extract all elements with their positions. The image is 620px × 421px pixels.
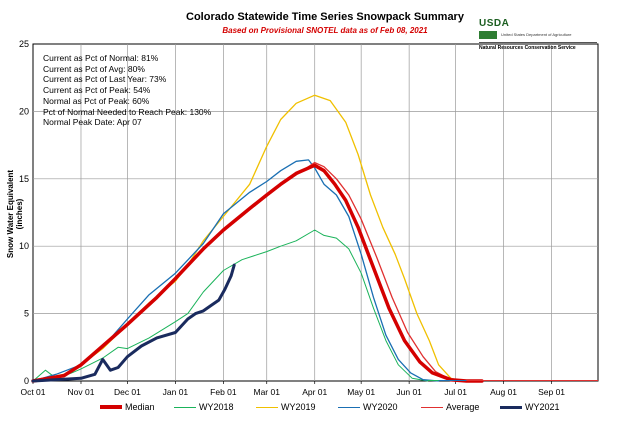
legend-label: Median bbox=[125, 402, 155, 412]
legend-item-median: Median bbox=[100, 402, 155, 412]
usda-logo-text: USDA bbox=[479, 18, 510, 29]
legend-label: WY2020 bbox=[363, 402, 398, 412]
usda-nrcs-logo: USDA United States Department of Agricul… bbox=[479, 18, 599, 58]
series-line-wy2020 bbox=[32, 159, 440, 382]
x-tick-label: Mar 01 bbox=[254, 387, 281, 397]
legend-swatch bbox=[174, 406, 196, 408]
stat-line: Current as Pct of Last Year: 73% bbox=[43, 74, 167, 85]
legend-item-wy2020: WY2020 bbox=[338, 402, 398, 412]
legend-item-average: Average bbox=[421, 402, 479, 412]
legend-item-wy2019: WY2019 bbox=[256, 402, 316, 412]
chart-subtitle: Based on Provisional SNOTEL data as of F… bbox=[222, 26, 428, 35]
stat-line: Normal Peak Date: Apr 07 bbox=[43, 117, 142, 128]
legend-item-wy2021: WY2021 bbox=[500, 402, 560, 412]
legend-swatch bbox=[100, 405, 122, 409]
nrcs-logo-text: Natural Resources Conservation Service bbox=[479, 45, 576, 51]
series-line-median bbox=[31, 163, 484, 383]
legend-label: WY2021 bbox=[525, 402, 560, 412]
x-tick-label: Sep 01 bbox=[538, 387, 565, 397]
series-line-wy2018 bbox=[32, 229, 429, 382]
y-tick-label: 10 bbox=[19, 241, 29, 251]
x-tick-label: May 01 bbox=[347, 387, 375, 397]
stat-line: Current as Pct of Peak: 54% bbox=[43, 85, 151, 96]
legend-swatch bbox=[256, 406, 278, 408]
x-tick-label: Nov 01 bbox=[68, 387, 95, 397]
y-tick-label: 0 bbox=[24, 376, 29, 386]
stats-panel: Current as Pct of Normal: 81% Current as… bbox=[43, 53, 211, 128]
usda-department-text: United States Department of Agriculture bbox=[501, 32, 572, 37]
x-tick-label: Jan 01 bbox=[163, 387, 189, 397]
x-tick-label: Apr 01 bbox=[302, 387, 327, 397]
legend-item-wy2018: WY2018 bbox=[174, 402, 234, 412]
legend-swatch bbox=[338, 406, 360, 408]
legend-swatch bbox=[421, 406, 443, 408]
y-tick-label: 5 bbox=[24, 309, 29, 319]
legend-label: WY2019 bbox=[281, 402, 316, 412]
x-tick-label: Jun 01 bbox=[396, 387, 422, 397]
chart-title: Colorado Statewide Time Series Snowpack … bbox=[186, 11, 464, 23]
x-tick-label: Feb 01 bbox=[210, 387, 237, 397]
stat-line: Current as Pct of Avg: 80% bbox=[43, 63, 145, 74]
y-tick-label: 15 bbox=[19, 174, 29, 184]
logo-divider bbox=[479, 42, 597, 43]
stat-line: Normal as Pct of Peak: 60% bbox=[43, 95, 150, 106]
usda-leaf-icon bbox=[479, 31, 497, 39]
x-tick-label: Aug 01 bbox=[490, 387, 517, 397]
legend-label: Average bbox=[446, 402, 480, 412]
legend-label: WY2018 bbox=[199, 402, 234, 412]
x-tick-label: Jul 01 bbox=[444, 387, 467, 397]
y-axis-label: Snow Water Equivalent (inches) bbox=[6, 169, 24, 259]
series-line-wy2021 bbox=[31, 263, 236, 383]
stat-line: Pct of Normal Needed to Reach Peak: 130% bbox=[43, 106, 212, 117]
y-tick-label: 25 bbox=[19, 39, 29, 49]
x-tick-label: Oct 01 bbox=[20, 387, 45, 397]
x-tick-label: Dec 01 bbox=[114, 387, 141, 397]
legend-swatch bbox=[500, 405, 522, 409]
stat-line: Current as Pct of Normal: 81% bbox=[43, 53, 159, 63]
y-tick-label: 20 bbox=[19, 106, 29, 116]
